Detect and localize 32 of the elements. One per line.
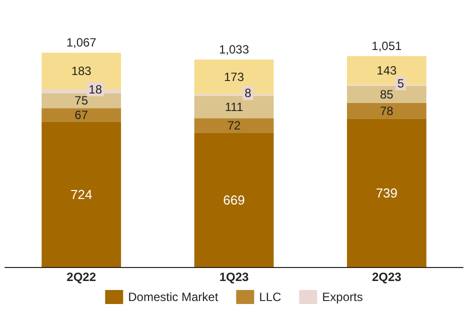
- data-label: 8: [244, 86, 252, 100]
- data-label: 183: [71, 64, 92, 78]
- data-label: 739: [376, 185, 398, 200]
- x-tick-label: 2Q23: [372, 270, 402, 284]
- legend-label: LLC: [259, 290, 282, 304]
- bar: [42, 108, 122, 122]
- data-label: 67: [74, 108, 88, 122]
- data-label: 85: [380, 87, 394, 102]
- data-label: 111: [224, 100, 244, 114]
- data-label: 173: [224, 70, 244, 84]
- data-label: 143: [376, 63, 397, 78]
- data-label: 78: [380, 104, 394, 118]
- data-label: 724: [70, 186, 92, 202]
- x-tick-label: 2Q22: [66, 270, 96, 284]
- bar: [346, 118, 426, 267]
- total-label: 1,067: [66, 36, 97, 50]
- bar: [42, 93, 122, 108]
- data-label: 669: [223, 192, 245, 208]
- bar: [194, 96, 274, 118]
- data-label: 75: [74, 94, 88, 108]
- data-label: 5: [397, 76, 404, 90]
- bar: [346, 102, 426, 119]
- legend-label: Exports: [322, 290, 363, 304]
- bar: [194, 132, 274, 267]
- data-label: 72: [227, 118, 241, 132]
- total-label: 1,051: [372, 39, 402, 54]
- x-tick-label: 1Q23: [219, 270, 249, 284]
- bar: [42, 122, 122, 267]
- total-label: 1,033: [218, 42, 250, 57]
- legend-label: Domestic Market: [128, 290, 219, 304]
- bar: [194, 118, 274, 133]
- data-label: 18: [88, 82, 102, 96]
